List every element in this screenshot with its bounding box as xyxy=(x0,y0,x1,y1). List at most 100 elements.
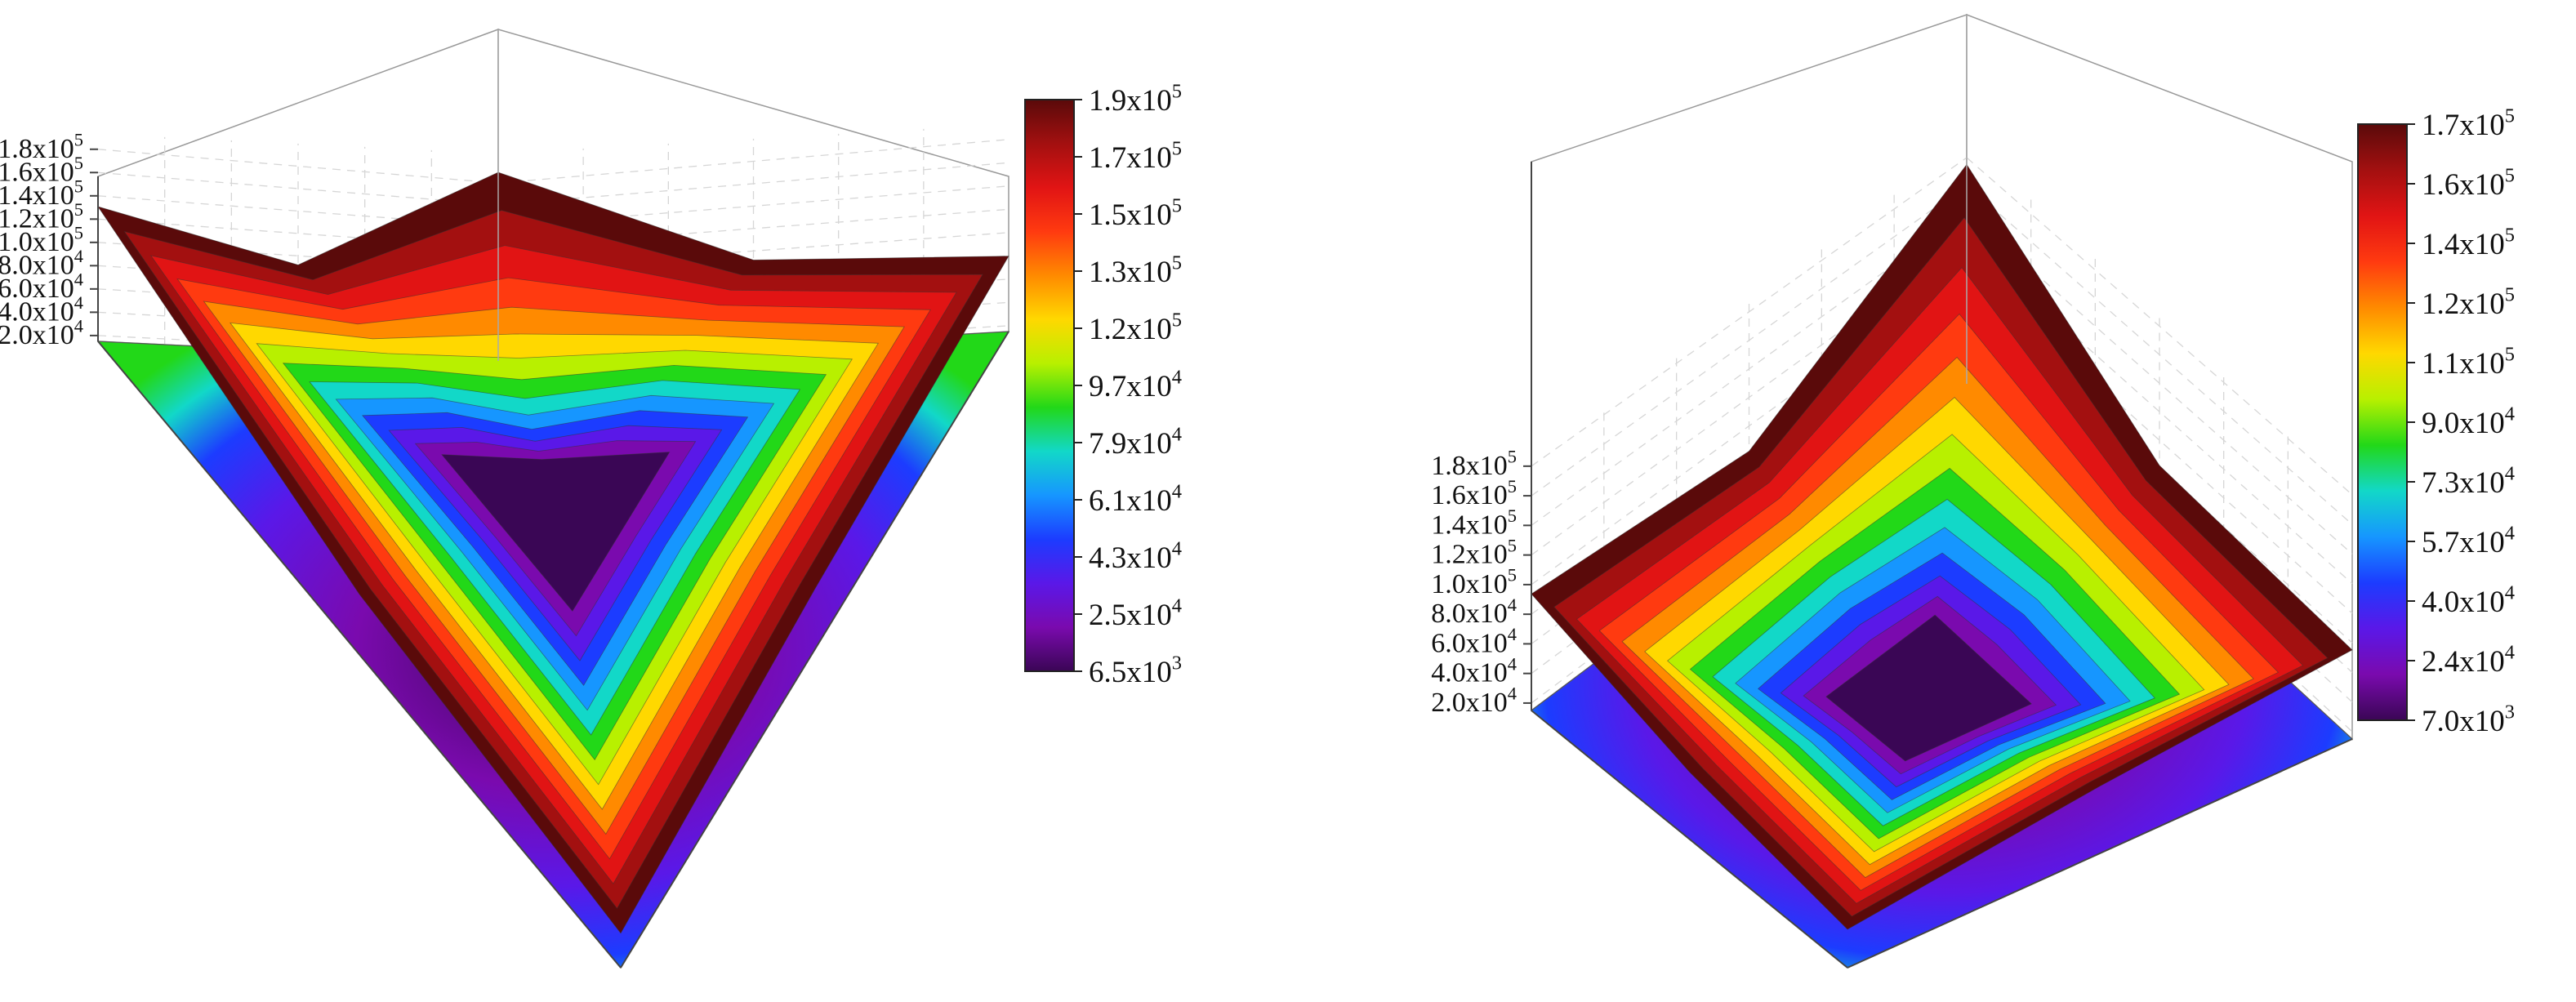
colorbar-label-mantissa: 1.2 xyxy=(2422,287,2459,321)
z-tick-label-exponent: 4 xyxy=(1508,595,1517,615)
colorbar-label-times: x10 xyxy=(1126,370,1172,403)
z-tick-label-times: x10 xyxy=(33,180,74,211)
colorbar-label-times: x10 xyxy=(1126,313,1172,346)
z-tick-label-exponent: 4 xyxy=(1508,624,1517,644)
z-tick-label: 1.0x105 xyxy=(0,223,83,257)
z-tick-label-mantissa: 1.6 xyxy=(1431,480,1466,510)
colorbar-label-exponent: 5 xyxy=(2505,105,2515,127)
panel-b: 2.0x1044.0x1046.0x1048.0x1041.0x1051.2x1… xyxy=(1431,13,2515,969)
colorbar-label-mantissa: 1.6 xyxy=(2422,168,2459,202)
colorbar-label-mantissa: 7.9 xyxy=(1089,427,1126,461)
surface xyxy=(1531,163,2353,930)
colorbar-label-mantissa: 9.0 xyxy=(2422,407,2459,440)
z-tick-label-times: x10 xyxy=(33,157,74,187)
z-tick-label: 4.0x104 xyxy=(0,292,83,327)
z-tick-label-exponent: 5 xyxy=(1508,565,1517,586)
z-tick-label-mantissa: 6.0 xyxy=(0,274,33,304)
colorbar-label: 7.3x104 xyxy=(2422,462,2515,500)
z-tick-label-exponent: 5 xyxy=(1508,535,1517,555)
colorbar-label: 2.5x104 xyxy=(1089,595,1182,632)
colorbar-label-exponent: 4 xyxy=(2505,462,2515,484)
colorbar-label-times: x10 xyxy=(2459,109,2505,142)
colorbar-label-times: x10 xyxy=(2459,407,2505,440)
colorbar-label: 1.2x105 xyxy=(2422,283,2515,321)
colorbar-label-exponent: 4 xyxy=(1172,480,1182,502)
colorbar-label-mantissa: 5.7 xyxy=(2422,526,2459,559)
z-tick-label-mantissa: 6.0 xyxy=(1431,628,1466,658)
z-tick-label-times: x10 xyxy=(1466,658,1508,688)
colorbar-label: 5.7x104 xyxy=(2422,522,2515,559)
colorbar-label-mantissa: 7.3 xyxy=(2422,466,2459,500)
z-tick-label-times: x10 xyxy=(33,296,74,327)
colorbar-label: 1.7x105 xyxy=(2422,105,2515,142)
z-tick-label-times: x10 xyxy=(33,274,74,304)
colorbar-label-mantissa: 1.1 xyxy=(2422,347,2459,381)
z-tick-label: 8.0x104 xyxy=(1431,595,1517,629)
z-tick-label-times: x10 xyxy=(1466,688,1508,718)
colorbar-label-exponent: 5 xyxy=(2505,343,2515,365)
z-tick-label-mantissa: 8.0 xyxy=(1431,599,1466,629)
colorbar xyxy=(1024,99,1075,672)
colorbar-label: 1.5x105 xyxy=(1089,194,1182,232)
z-tick-label-exponent: 4 xyxy=(74,246,83,266)
colorbar-label-times: x10 xyxy=(1126,541,1172,575)
z-tick-label: 1.4x105 xyxy=(1431,505,1517,540)
colorbar-label-exponent: 4 xyxy=(1172,366,1182,388)
colorbar-label-exponent: 5 xyxy=(1172,80,1182,102)
z-tick-label-times: x10 xyxy=(33,203,74,234)
colorbar-label-mantissa: 6.1 xyxy=(1089,484,1126,518)
colorbar-label-mantissa: 1.3 xyxy=(1089,256,1126,289)
z-gridline-left xyxy=(97,311,499,335)
z-gridline-left xyxy=(97,149,499,184)
colorbar-label-exponent: 4 xyxy=(2505,641,2515,663)
z-tick-label-times: x10 xyxy=(33,320,74,350)
colorbar-label-mantissa: 1.4 xyxy=(2422,228,2459,261)
surface-contour-band xyxy=(1825,614,2032,762)
z-tick-label-exponent: 5 xyxy=(1508,505,1517,526)
colorbar-label-times: x10 xyxy=(2459,586,2505,619)
z-tick-label-times: x10 xyxy=(33,250,74,280)
z-tick-label-mantissa: 2.0 xyxy=(0,320,33,350)
colorbar-label-times: x10 xyxy=(1126,84,1172,118)
colorbar-label-times: x10 xyxy=(1126,427,1172,461)
colorbar-label-times: x10 xyxy=(1126,141,1172,175)
colorbar-label-mantissa: 1.9 xyxy=(1089,84,1126,118)
colorbar-label-exponent: 5 xyxy=(2505,283,2515,305)
colorbar-label-mantissa: 1.7 xyxy=(1089,141,1126,175)
z-tick-label-exponent: 4 xyxy=(74,269,83,290)
colorbar-label-times: x10 xyxy=(2459,526,2505,559)
colorbar-label-times: x10 xyxy=(2459,168,2505,202)
colorbar-label-mantissa: 6.5 xyxy=(1089,656,1126,689)
colorbar-label: 9.0x104 xyxy=(2422,403,2515,440)
z-tick-label-exponent: 4 xyxy=(1508,684,1517,704)
colorbar-label: 1.7x105 xyxy=(1089,137,1182,175)
z-tick-label-mantissa: 8.0 xyxy=(0,250,33,280)
z-tick-label: 1.2x105 xyxy=(0,199,83,234)
z-tick-label-times: x10 xyxy=(1466,480,1508,510)
z-tick-label: 1.6x105 xyxy=(1431,476,1517,510)
colorbar-label-exponent: 4 xyxy=(1172,595,1182,617)
z-tick-label-times: x10 xyxy=(1466,510,1508,540)
colorbar-label-mantissa: 1.7 xyxy=(2422,109,2459,142)
z-tick-label-mantissa: 1.0 xyxy=(0,227,33,257)
z-tick-label: 1.6x105 xyxy=(0,153,83,187)
colorbar-label: 4.0x104 xyxy=(2422,581,2515,619)
colorbar-label: 7.0x103 xyxy=(2422,701,2515,738)
z-tick-label: 8.0x104 xyxy=(0,246,83,280)
y-axis-line xyxy=(1531,710,1848,969)
colorbar-label: 1.9x105 xyxy=(1089,80,1182,118)
z-tick-label-times: x10 xyxy=(1466,628,1508,658)
colorbar-label-exponent: 4 xyxy=(2505,522,2515,544)
z-gridline-right xyxy=(497,139,1009,184)
panel-a: 2.0x1044.0x1046.0x1048.0x1041.0x1051.2x1… xyxy=(0,28,1182,969)
z-tick-label-times: x10 xyxy=(1466,540,1508,570)
z-tick-label-mantissa: 1.2 xyxy=(0,203,33,234)
z-tick-label-times: x10 xyxy=(1466,599,1508,629)
z-tick-label-exponent: 4 xyxy=(1508,653,1517,674)
colorbar-label-mantissa: 2.5 xyxy=(1089,599,1126,632)
x-axis-line xyxy=(1847,738,2353,969)
colorbar-label: 1.3x105 xyxy=(1089,252,1182,289)
surface xyxy=(97,171,1009,934)
colorbar-label-times: x10 xyxy=(2459,645,2505,679)
